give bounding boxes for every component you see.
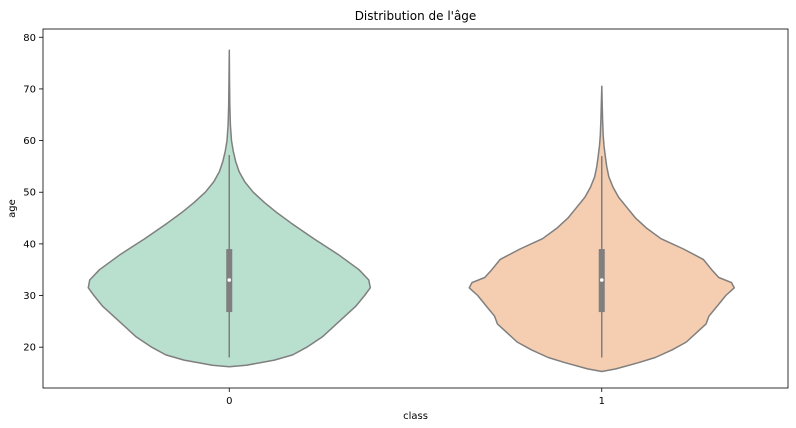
y-tick-label-70: 70 [23,84,36,95]
violin-median-0 [227,278,232,282]
x-tick-label-1: 1 [599,396,605,407]
y-axis-label: age [7,199,18,218]
y-tick-label-50: 50 [23,188,36,199]
y-tick-label-80: 80 [23,33,36,44]
violins-layer [87,49,736,373]
y-tick-label-40: 40 [23,239,36,250]
y-axis: 20 30 40 50 60 70 80 [23,33,43,354]
y-tick-label-60: 60 [23,136,36,147]
y-tick-label-30: 30 [23,291,36,302]
y-tick-label-20: 20 [23,343,36,354]
violin-median-1 [599,278,604,282]
x-tick-label-0: 0 [226,396,232,407]
x-axis-label: class [403,411,428,422]
plot-frame [42,28,789,389]
chart-title: Distribution de l'âge [355,9,477,23]
